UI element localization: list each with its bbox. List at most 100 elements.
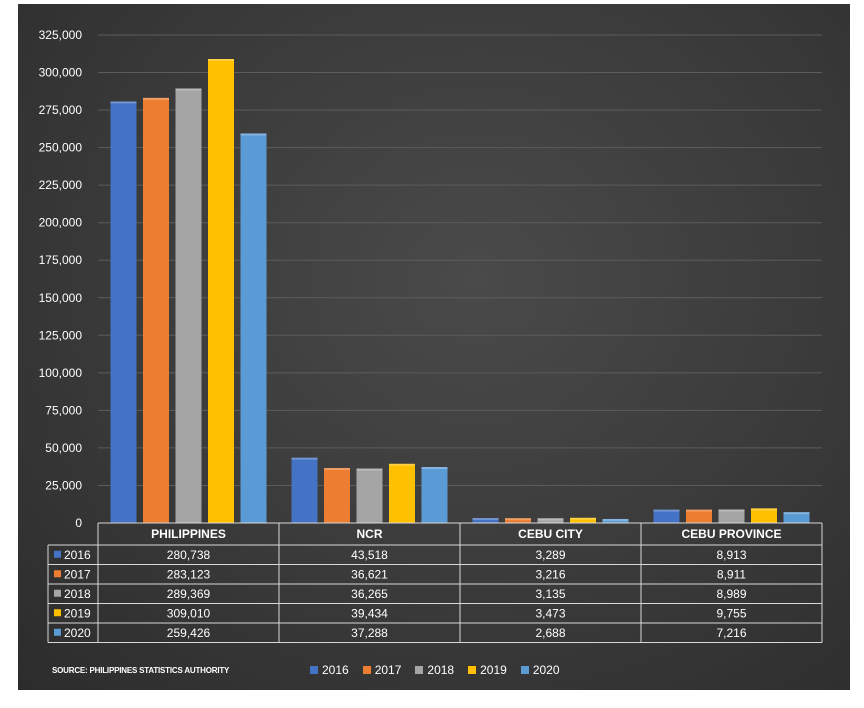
data-label: 3,135: [535, 587, 565, 601]
bar-highlight: [143, 97, 169, 100]
legend-item: 2016: [310, 663, 349, 677]
data-label: 39,434: [351, 606, 388, 620]
y-tick-label: 50,000: [45, 441, 82, 455]
bar-2019-1: [389, 463, 415, 523]
bar-highlight: [472, 518, 499, 521]
data-label: 283,123: [167, 567, 211, 581]
bar-highlight: [602, 518, 629, 521]
bar-2019-2: [570, 517, 596, 523]
y-tick-label: 25,000: [45, 478, 82, 492]
bar-2018-1: [356, 468, 383, 523]
y-tick-label: 150,000: [39, 291, 83, 305]
chart-panel: 0 25,000 50,000 75,000 100,000 125,000 150,000…: [18, 4, 850, 690]
bar-highlight: [570, 517, 596, 520]
bar-2016-3: [653, 509, 680, 523]
table-key-swatch: [54, 589, 61, 597]
table-series-label: 2017: [64, 567, 91, 581]
y-tick-label: 0: [75, 516, 82, 530]
y-tick-label: 275,000: [39, 103, 83, 117]
legend-swatch: [468, 666, 477, 674]
legend-swatch: [310, 666, 318, 674]
data-label: 259,426: [167, 626, 211, 640]
table-series-label: 2020: [64, 626, 91, 640]
bar-highlight: [653, 509, 680, 512]
data-label: 3,289: [535, 548, 565, 562]
bar-chart: 0 25,000 50,000 75,000 100,000 125,000 150,000…: [39, 28, 823, 643]
category-label: NCR: [357, 527, 383, 541]
data-label: 8,913: [716, 548, 746, 562]
bar-highlight: [751, 508, 777, 511]
data-label: 309,010: [167, 606, 211, 620]
source-note: SOURCE: PHILIPPINES STATISTICS AUTHORITY: [52, 666, 230, 675]
bar-highlight: [505, 518, 531, 521]
legend-label: 2018: [427, 663, 455, 677]
table-key-swatch: [54, 609, 61, 617]
bar-2018-0: [175, 88, 202, 524]
bar-highlight: [291, 457, 318, 460]
legend-swatch: [415, 666, 424, 674]
data-label: 289,369: [167, 587, 211, 601]
data-label: 9,755: [716, 606, 746, 620]
category-label: CEBU PROVINCE: [681, 527, 781, 541]
y-tick-label: 300,000: [39, 66, 83, 80]
bar-2018-3: [718, 509, 745, 523]
bar-highlight: [110, 101, 137, 104]
category-label: CEBU CITY: [518, 527, 583, 541]
bar-2016-0: [110, 101, 137, 524]
data-label: 3,216: [535, 567, 565, 581]
bar-2020-2: [602, 518, 629, 523]
y-tick-label: 125,000: [39, 328, 83, 342]
data-label: 43,518: [351, 548, 388, 562]
bar-2016-2: [472, 518, 499, 523]
legend-label: 2019: [480, 663, 507, 677]
bar-2020-1: [421, 467, 448, 523]
bar-highlight: [686, 509, 712, 512]
data-label: 2,688: [535, 626, 565, 640]
bar-highlight: [356, 468, 383, 471]
table-key-swatch: [54, 550, 61, 558]
legend-label: 2017: [374, 663, 402, 677]
data-label: 37,288: [351, 626, 388, 640]
table-series-label: 2016: [64, 548, 91, 562]
legend-label: 2020: [532, 663, 560, 677]
data-label: 7,216: [716, 626, 746, 640]
data-label: 36,265: [351, 587, 388, 601]
table-series-label: 2019: [64, 606, 91, 620]
category-label: PHILIPPINES: [151, 527, 226, 541]
y-tick-label: 250,000: [39, 141, 83, 155]
bar-2020-0: [240, 133, 267, 523]
y-tick-label: 175,000: [39, 253, 83, 267]
bar-2017-2: [505, 518, 531, 523]
y-tick-label: 75,000: [45, 403, 82, 417]
data-label: 8,989: [716, 587, 746, 601]
bar-highlight: [537, 518, 564, 521]
bar-highlight: [421, 467, 448, 470]
bar-2017-0: [143, 97, 169, 523]
bar-2020-3: [783, 512, 810, 523]
y-tick-label: 325,000: [39, 28, 83, 42]
legend-swatch: [520, 666, 529, 674]
y-tick-label: 225,000: [39, 178, 83, 192]
table-key-swatch: [54, 628, 61, 636]
bar-2016-1: [291, 457, 318, 523]
legend-item: 2017: [362, 663, 402, 677]
data-label: 280,738: [167, 548, 211, 562]
bar-2019-3: [751, 508, 777, 523]
legend-item: 2020: [520, 663, 560, 677]
y-tick-label: 100,000: [39, 366, 83, 380]
bar-highlight: [240, 133, 267, 136]
bar-highlight: [208, 59, 234, 62]
legend-item: 2018: [415, 663, 454, 677]
bar-2019-0: [208, 59, 234, 523]
legend-item: 2019: [468, 663, 507, 677]
bar-highlight: [783, 512, 810, 515]
data-label: 8,911: [717, 567, 746, 581]
legend-label: 2016: [322, 663, 349, 677]
bar-2017-1: [324, 468, 350, 523]
bar-highlight: [324, 468, 350, 471]
bar-highlight: [175, 88, 202, 91]
table-key-swatch: [54, 570, 61, 578]
data-label: 3,473: [535, 606, 565, 620]
bar-2017-3: [686, 509, 712, 523]
data-label: 36,621: [351, 567, 388, 581]
